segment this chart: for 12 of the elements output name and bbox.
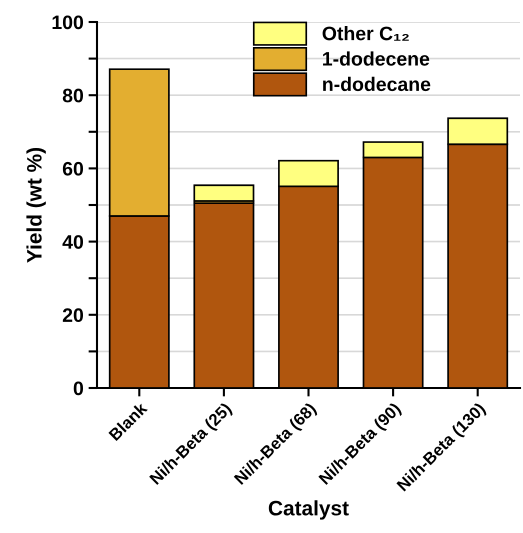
legend-label: 1-dodecene [323, 51, 430, 66]
y-tick-label: 60 [62, 162, 84, 176]
y-tick-label: 20 [62, 308, 84, 322]
bar [193, 184, 254, 202]
legend-label: Other C₁₂ [322, 26, 409, 41]
x-axis-title: Catalyst [268, 500, 349, 520]
y-tick-label: 40 [62, 235, 84, 249]
y-tick-label: 0 [74, 381, 84, 396]
y-tick-label: 80 [62, 88, 84, 102]
y-tick-label: 100 [52, 15, 84, 30]
y-axis-title: Yield (wt %) [26, 148, 46, 263]
legend-label: n-dodecane [323, 76, 430, 92]
